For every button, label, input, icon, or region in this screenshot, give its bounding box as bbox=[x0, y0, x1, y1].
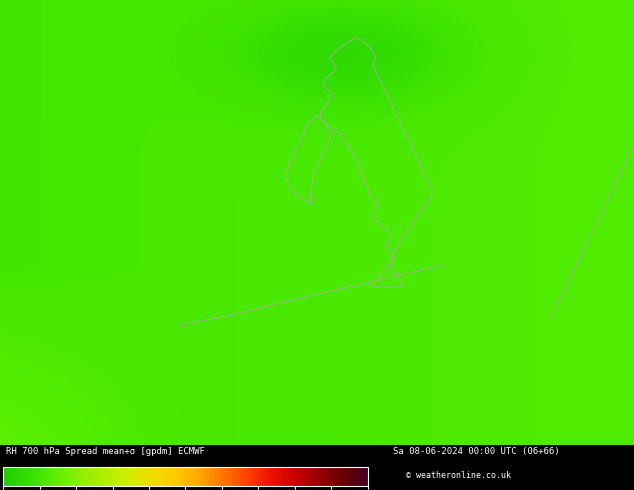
Text: RH 700 hPa Spread mean+σ [gpdm] ECMWF: RH 700 hPa Spread mean+σ [gpdm] ECMWF bbox=[6, 447, 205, 456]
Text: © weatheronline.co.uk: © weatheronline.co.uk bbox=[406, 471, 511, 480]
Text: Sa 08-06-2024 00:00 UTC (06+66): Sa 08-06-2024 00:00 UTC (06+66) bbox=[393, 447, 560, 456]
